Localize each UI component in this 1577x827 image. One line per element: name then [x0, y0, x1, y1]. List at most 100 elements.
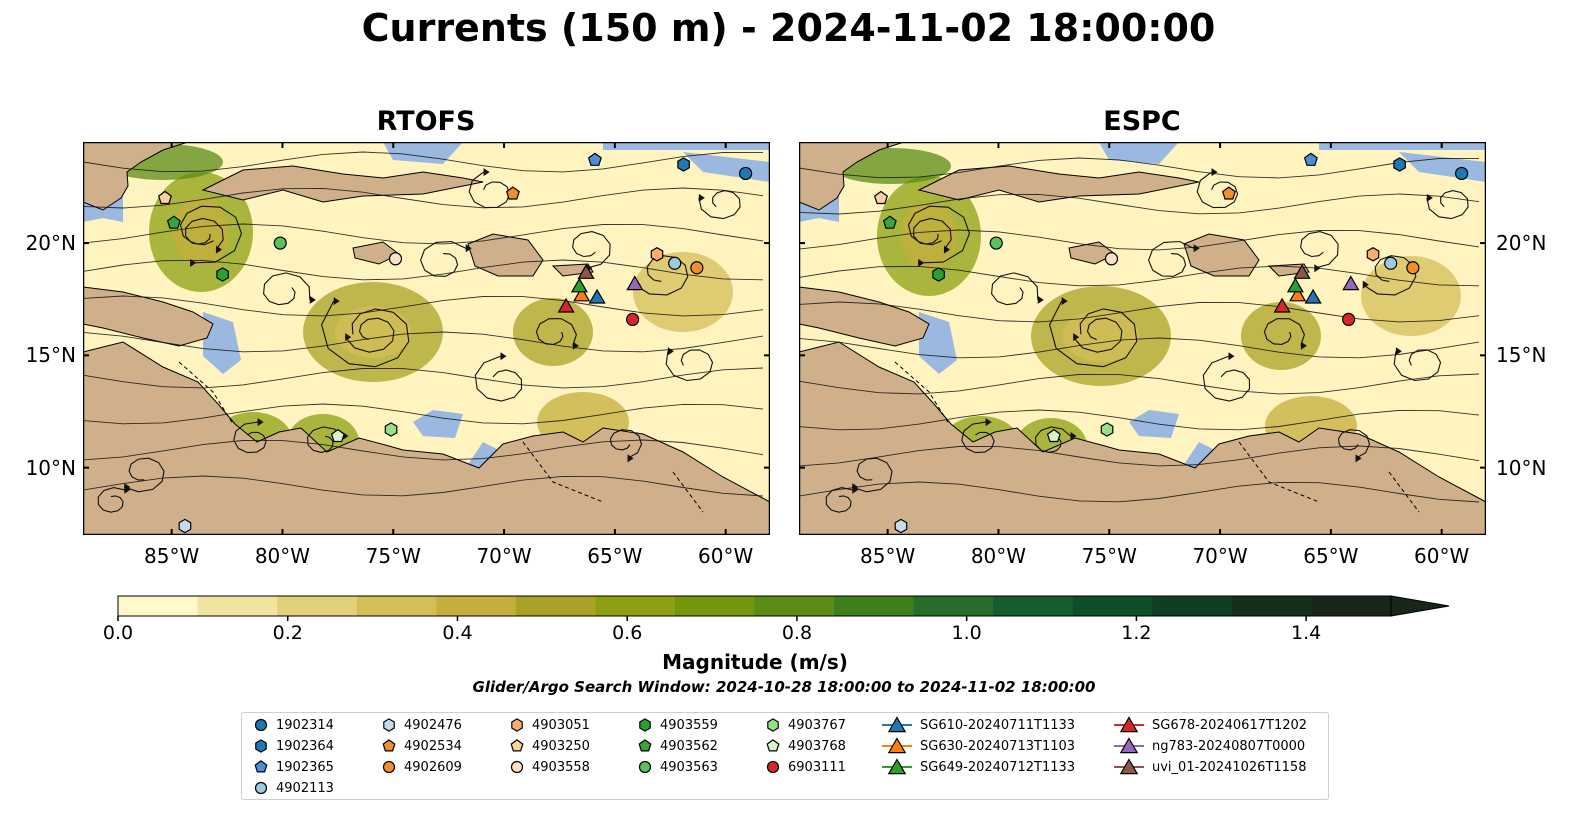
lat-tick-label-right: 15°N — [1496, 343, 1547, 368]
platform-4903558 — [388, 252, 403, 266]
platform-4903559 — [932, 267, 945, 282]
platform-1902365 — [587, 152, 602, 166]
legend-label: 4903768 — [788, 738, 846, 754]
colorbar-segment — [1152, 596, 1233, 616]
platform-4902534 — [1221, 186, 1236, 200]
legend-label: 4903767 — [788, 717, 846, 733]
legend: 1902314 1902364 1902365 4902113 4902476 49025… — [241, 712, 1329, 800]
platform-1902314 — [1455, 166, 1469, 181]
platform-ng783-20240807T0000 — [1342, 275, 1360, 291]
legend-item: 4903250 — [510, 736, 590, 756]
platform-4903767 — [1100, 422, 1114, 437]
lon-tick-label: 85°W — [144, 544, 200, 568]
lon-tick-label: 60°W — [1414, 544, 1470, 568]
platform-SG630-20240713T1103 — [573, 286, 591, 302]
triangle-marker-icon — [882, 716, 912, 733]
legend-item: SG630-20240713T1103 — [882, 736, 1075, 756]
platform-SG678-20240617T1202 — [1273, 297, 1291, 313]
colorbar-tick-label: 0.6 — [612, 622, 643, 644]
legend-label: SG649-20240712T1133 — [920, 759, 1076, 775]
legend-label: SG610-20240711T1133 — [920, 717, 1076, 733]
colorbar-segment — [118, 596, 199, 616]
lon-tick-label: 65°W — [587, 544, 643, 568]
lon-tick-label: 65°W — [1303, 544, 1359, 568]
platform-1902365 — [1303, 152, 1318, 166]
lat-tick-label-left: 10°N — [25, 455, 76, 480]
colorbar-segment — [754, 596, 835, 616]
platform-4903562 — [882, 215, 897, 229]
platform-4903051 — [1366, 247, 1380, 262]
triangle-marker-icon — [1114, 716, 1144, 733]
platform-4903768 — [330, 428, 345, 443]
colorbar-segment — [913, 596, 994, 616]
colorbar-segment — [834, 596, 915, 616]
colorbar-segment — [1072, 596, 1153, 616]
colorbar-segment — [674, 596, 755, 616]
platform-ng783-20240807T0000 — [626, 275, 644, 291]
legend-label: SG630-20240713T1103 — [920, 738, 1076, 754]
platform-4903768 — [1046, 428, 1061, 443]
colorbar-tick-label: 1.4 — [1291, 622, 1322, 644]
platform-uvi_01-20241026T1158 — [577, 264, 595, 279]
legend-label: 4902609 — [404, 759, 462, 775]
platform-4903563 — [989, 236, 1003, 250]
colorbar-segment — [993, 596, 1074, 616]
legend-label: 1902365 — [276, 759, 334, 775]
legend-item: 4902609 — [382, 757, 462, 777]
platform-4903558 — [1104, 252, 1119, 266]
map-rtofs — [83, 142, 770, 535]
search-window-text: Glider/Argo Search Window: 2024-10-28 18… — [472, 678, 1096, 696]
colorbar-extend-arrow — [1390, 595, 1450, 617]
legend-item: 4903558 — [510, 757, 590, 777]
figure-title: Currents (150 m) - 2024-11-02 18:00:00 — [361, 6, 1216, 50]
lat-tick-label-left: 20°N — [25, 231, 76, 256]
colorbar-segment — [1311, 596, 1392, 616]
circle-marker-icon — [766, 760, 780, 774]
colorbar — [117, 595, 1450, 621]
hexagon-marker-icon — [383, 718, 395, 732]
platform-uvi_01-20241026T1158 — [1293, 264, 1311, 279]
legend-item: SG649-20240712T1133 — [882, 757, 1075, 777]
pentagon-marker-icon — [254, 760, 268, 773]
legend-label: uvi_01-20241026T1158 — [1152, 759, 1307, 775]
panel-title-espc: ESPC — [1103, 106, 1181, 137]
legend-item: ng783-20240807T0000 — [1114, 736, 1305, 756]
platform-SG649-20240712T1133 — [1286, 277, 1304, 293]
colorbar-tick-label: 0.0 — [102, 622, 134, 644]
colorbar-segment — [1231, 596, 1312, 616]
legend-item: 4903563 — [638, 757, 718, 777]
colorbar-label: Magnitude (m/s) — [662, 650, 848, 674]
legend-label: 1902364 — [276, 738, 334, 754]
circle-marker-icon — [254, 781, 268, 795]
pentagon-marker-icon — [766, 739, 780, 752]
circle-marker-icon — [638, 760, 652, 774]
platform-4903767 — [384, 422, 398, 437]
lon-tick-label: 75°W — [1081, 544, 1137, 568]
legend-item: 4902113 — [254, 778, 334, 798]
lon-tick-label: 85°W — [860, 544, 916, 568]
legend-label: 4903558 — [532, 759, 590, 775]
colorbar-tick-label: 1.2 — [1121, 622, 1152, 644]
lon-tick-label: 70°W — [476, 544, 532, 568]
legend-item: 4903767 — [766, 715, 846, 735]
legend-label: 6903111 — [788, 759, 846, 775]
colorbar-tick-label: 1.0 — [951, 622, 982, 644]
legend-label: 4902113 — [276, 780, 334, 796]
hexagon-marker-icon — [511, 718, 523, 732]
platform-4903559 — [216, 267, 229, 282]
legend-label: 4902534 — [404, 738, 462, 754]
legend-item: 4903768 — [766, 736, 846, 756]
legend-label: 4903563 — [660, 759, 718, 775]
legend-item: SG610-20240711T1133 — [882, 715, 1075, 735]
legend-item: 4903559 — [638, 715, 718, 735]
colorbar-segment — [277, 596, 358, 616]
triangle-marker-icon — [1114, 758, 1144, 775]
colorbar-segment — [197, 596, 278, 616]
colorbar-segment — [595, 596, 676, 616]
platform-SG630-20240713T1103 — [1289, 286, 1307, 302]
pentagon-marker-icon — [510, 739, 524, 752]
colorbar-tick-label: 0.8 — [781, 622, 813, 644]
platform-6903111 — [1341, 312, 1356, 327]
legend-label: 4903250 — [532, 738, 590, 754]
legend-item: uvi_01-20241026T1158 — [1114, 757, 1306, 777]
